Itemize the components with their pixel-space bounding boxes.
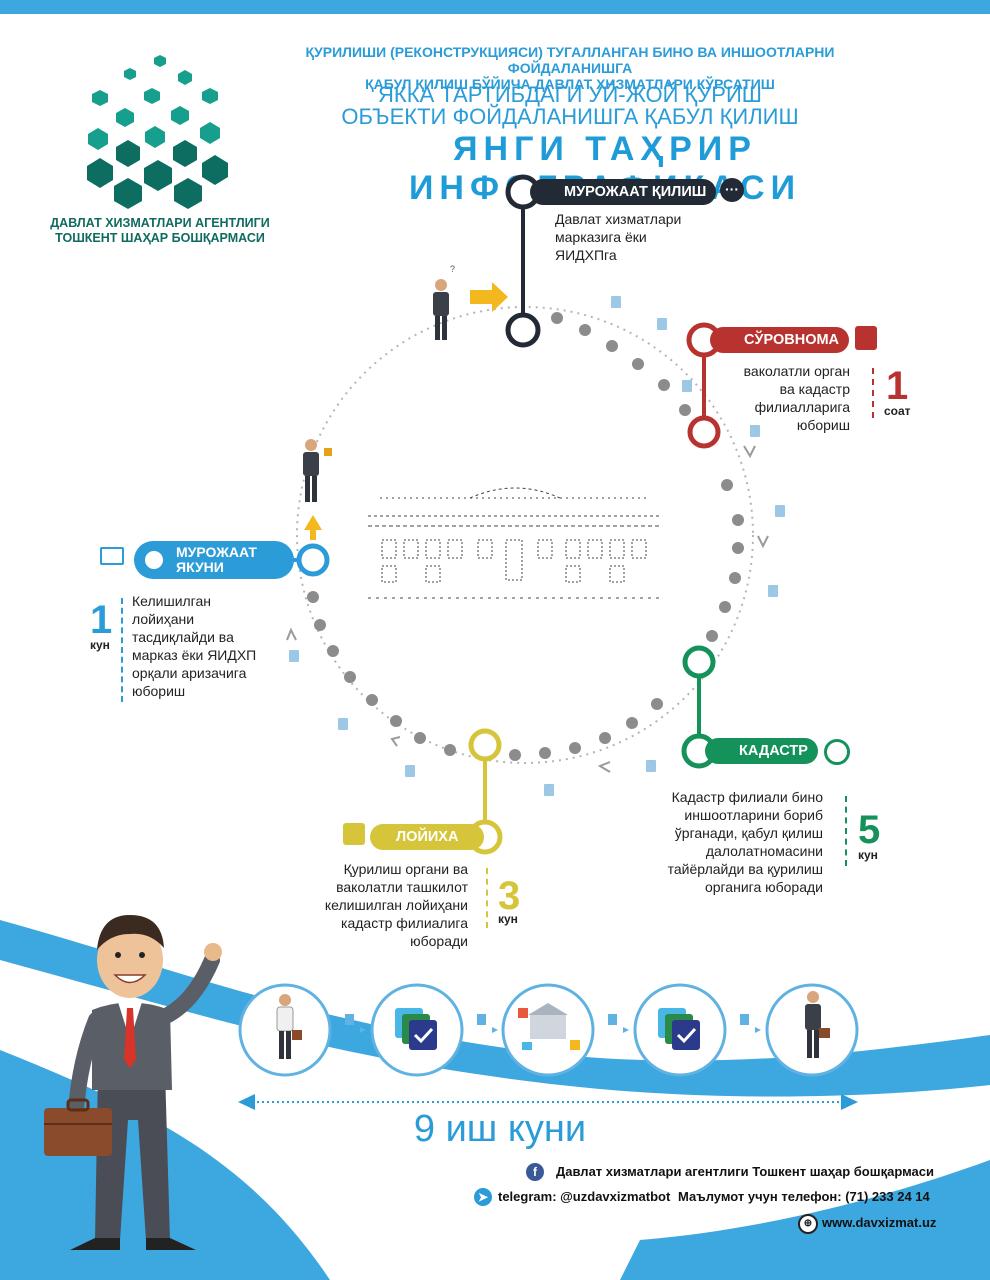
header-subtitle-line1: ҚУРИЛИШИ (РЕКОНСТРУКЦИЯСИ) ТУГАЛЛАНГАН Б… xyxy=(305,44,835,76)
process-cycle-path xyxy=(296,306,754,764)
step-survey-label: СЎРОВНОМА xyxy=(710,327,850,353)
step-project-desc-line: Қурилиш органи ва xyxy=(343,861,468,877)
step-cadastre-description: Кадастр филиали бино иншоотларини бориб … xyxy=(640,788,823,896)
step-survey-duration-unit: соат xyxy=(884,404,911,418)
step-cadastre-duration-number: 5 xyxy=(858,808,881,852)
presentation-board-icon xyxy=(343,823,365,845)
step-finish-desc-line: тасдиқлайди ва xyxy=(132,629,234,645)
step-project-label: ЛОЙИХА xyxy=(370,824,484,850)
person-celebrating-icon xyxy=(303,439,332,502)
step-project-description: Қурилиш органи ва ваколатли ташкилот кел… xyxy=(290,860,468,950)
step-survey-duration-number: 1 xyxy=(886,364,909,408)
website-link[interactable]: www.davxizmat.uz xyxy=(822,1215,937,1230)
arrow-right-icon xyxy=(470,282,508,312)
step-survey-desc-line: ва кадастр xyxy=(779,381,850,397)
agency-name: ДАВЛАТ ХИЗМАТЛАРИ АГЕНТЛИГИ ТОШКЕНТ ШАҲА… xyxy=(40,216,280,246)
step-cadastre-top-node xyxy=(682,645,716,679)
step-apply-desc-line: марказига ёки xyxy=(555,229,647,245)
step-apply-desc-line: Давлат хизматлари xyxy=(555,211,682,227)
timeline-approved-documents-icon-2 xyxy=(658,1008,700,1050)
step-finish-desc-line: Келишилган xyxy=(132,593,212,609)
step-finish-label-line1: МУРОЖААТ xyxy=(176,544,257,560)
step-finish-description: Келишилган лойиҳани тасдиқлайди ва марка… xyxy=(132,592,256,700)
clipboard-check-icon xyxy=(855,326,877,350)
laptop-check-icon xyxy=(100,547,124,565)
header-title: ЯККА ТАРТИБДАГИ УЙ-ЖОЙ ҚУРИШ ОБЪЕКТИ ФОЙ… xyxy=(260,84,880,128)
person-thinking-icon: ? xyxy=(433,264,455,340)
timeline-approved-documents-icon-1 xyxy=(395,1008,437,1050)
step-cadastre-desc-line: далолатномасини xyxy=(705,843,823,859)
step-apply-label: МУРОЖААТ ҚИЛИШ xyxy=(530,179,717,205)
step-cadastre-divider xyxy=(845,796,847,866)
chat-bubble-icon: ··· xyxy=(720,178,744,202)
step-finish-duration-number: 1 xyxy=(90,598,113,642)
header-subtitle-line2: ҚАБУЛ ҚИЛИШ БЎЙИЧА ДАВЛАТ ХИЗМАТЛАРИ КЎР… xyxy=(365,76,775,92)
step-finish-duration-unit: кун xyxy=(90,638,110,652)
step-finish-desc-line: марказ ёки ЯИДХП xyxy=(132,647,257,663)
timeline-person-with-document-icon xyxy=(276,994,302,1059)
arrow-up-icon xyxy=(304,515,322,540)
top-accent-bar xyxy=(0,0,990,14)
timeline-building-process-icon xyxy=(518,1003,580,1050)
step-project-desc-line: келишилган лойиҳани xyxy=(324,897,468,913)
step-cadastre-desc-line: Кадастр филиали бино xyxy=(671,789,823,805)
step-survey-desc-line: филиалларига xyxy=(754,399,850,415)
step-finish-label-line2: ЯКУНИ xyxy=(176,559,224,575)
phone-info: Маълумот учун телефон: (71) 233 24 14 xyxy=(678,1189,930,1204)
cycle-dots xyxy=(307,312,744,761)
step-cadastre-desc-line: органига юборади xyxy=(704,879,823,895)
step-project-desc-line: юборади xyxy=(410,933,468,949)
step-survey-description: ваколатли орган ва кадастр филиалларига … xyxy=(690,362,850,434)
globe-icon[interactable]: ⊕ xyxy=(798,1214,818,1234)
step-cadastre-desc-line: ўрганади, қабул қилиш xyxy=(674,825,823,841)
timeline-right-arrow-icon xyxy=(841,1094,858,1110)
document-icons xyxy=(289,296,785,796)
facebook-page-link[interactable]: Давлат хизматлари агентлиги Тошкент шаҳа… xyxy=(556,1164,934,1179)
svg-text:?: ? xyxy=(450,264,455,274)
header-subtitle: ҚУРИЛИШИ (РЕКОНСТРУКЦИЯСИ) ТУГАЛЛАНГАН Б… xyxy=(260,44,880,92)
compass-icon xyxy=(824,739,850,765)
step-finish-divider xyxy=(121,598,123,702)
facebook-icon[interactable]: f xyxy=(526,1163,544,1181)
government-building-drawing xyxy=(368,487,662,599)
step-project-duration-unit: кун xyxy=(498,912,518,926)
step-finish-right-node xyxy=(296,543,330,577)
step-project-duration-number: 3 xyxy=(498,874,521,918)
businessman-illustration xyxy=(44,915,222,1250)
total-duration: 9 иш куни xyxy=(413,1108,587,1150)
timeline-connectors xyxy=(345,1014,761,1033)
step-project-desc-line: ваколатли ташкилот xyxy=(336,879,468,895)
step-project-divider xyxy=(486,868,488,928)
header-title-line1: ЯККА ТАРТИБДАГИ УЙ-ЖОЙ ҚУРИШ xyxy=(378,82,762,107)
step-cadastre-label: КАДАСТР xyxy=(705,738,818,764)
step-survey-desc-line: юбориш xyxy=(796,417,850,433)
step-finish-label: МУРОЖААТ ЯКУНИ xyxy=(134,541,294,579)
step-finish-node xyxy=(142,548,166,572)
step-project-desc-line: кадастр филиалига xyxy=(341,915,468,931)
cycle-arrows xyxy=(286,445,769,773)
step-finish-desc-line: юбориш xyxy=(132,683,186,699)
timeline-left-arrow-icon xyxy=(238,1094,255,1110)
header-title-line2: ОБЪЕКТИ ФОЙДАЛАНИШГА ҚАБУЛ ҚИЛИШ xyxy=(341,104,799,129)
step-survey-divider xyxy=(872,368,874,418)
step-cadastre-desc-line: тайёрлайди ва қурилиш xyxy=(667,861,823,877)
step-apply-bottom-node xyxy=(505,312,541,348)
step-finish-desc-line: лойиҳани xyxy=(132,611,195,627)
agency-logo xyxy=(87,55,228,209)
agency-name-line2: ТОШКЕНТ ШАҲАР БОШҚАРМАСИ xyxy=(55,231,265,245)
timeline-person-with-briefcase-icon xyxy=(805,991,830,1058)
telegram-icon[interactable]: ➤ xyxy=(474,1188,492,1206)
telegram-link[interactable]: telegram: @uzdavxizmatbot xyxy=(498,1189,671,1204)
step-finish-desc-line: орқали аризачига xyxy=(132,665,247,681)
step-apply-description: Давлат хизматлари марказига ёки ЯИДХПга xyxy=(555,210,681,264)
step-survey-bottom-node xyxy=(687,415,721,449)
step-cadastre-desc-line: иншоотларини бориб xyxy=(684,807,823,823)
step-cadastre-duration-unit: кун xyxy=(858,848,878,862)
step-survey-desc-line: ваколатли орган xyxy=(743,363,850,379)
step-project-top-node xyxy=(468,728,502,762)
step-apply-desc-line: ЯИДХПга xyxy=(555,247,617,263)
agency-name-line1: ДАВЛАТ ХИЗМАТЛАРИ АГЕНТЛИГИ xyxy=(50,216,270,230)
